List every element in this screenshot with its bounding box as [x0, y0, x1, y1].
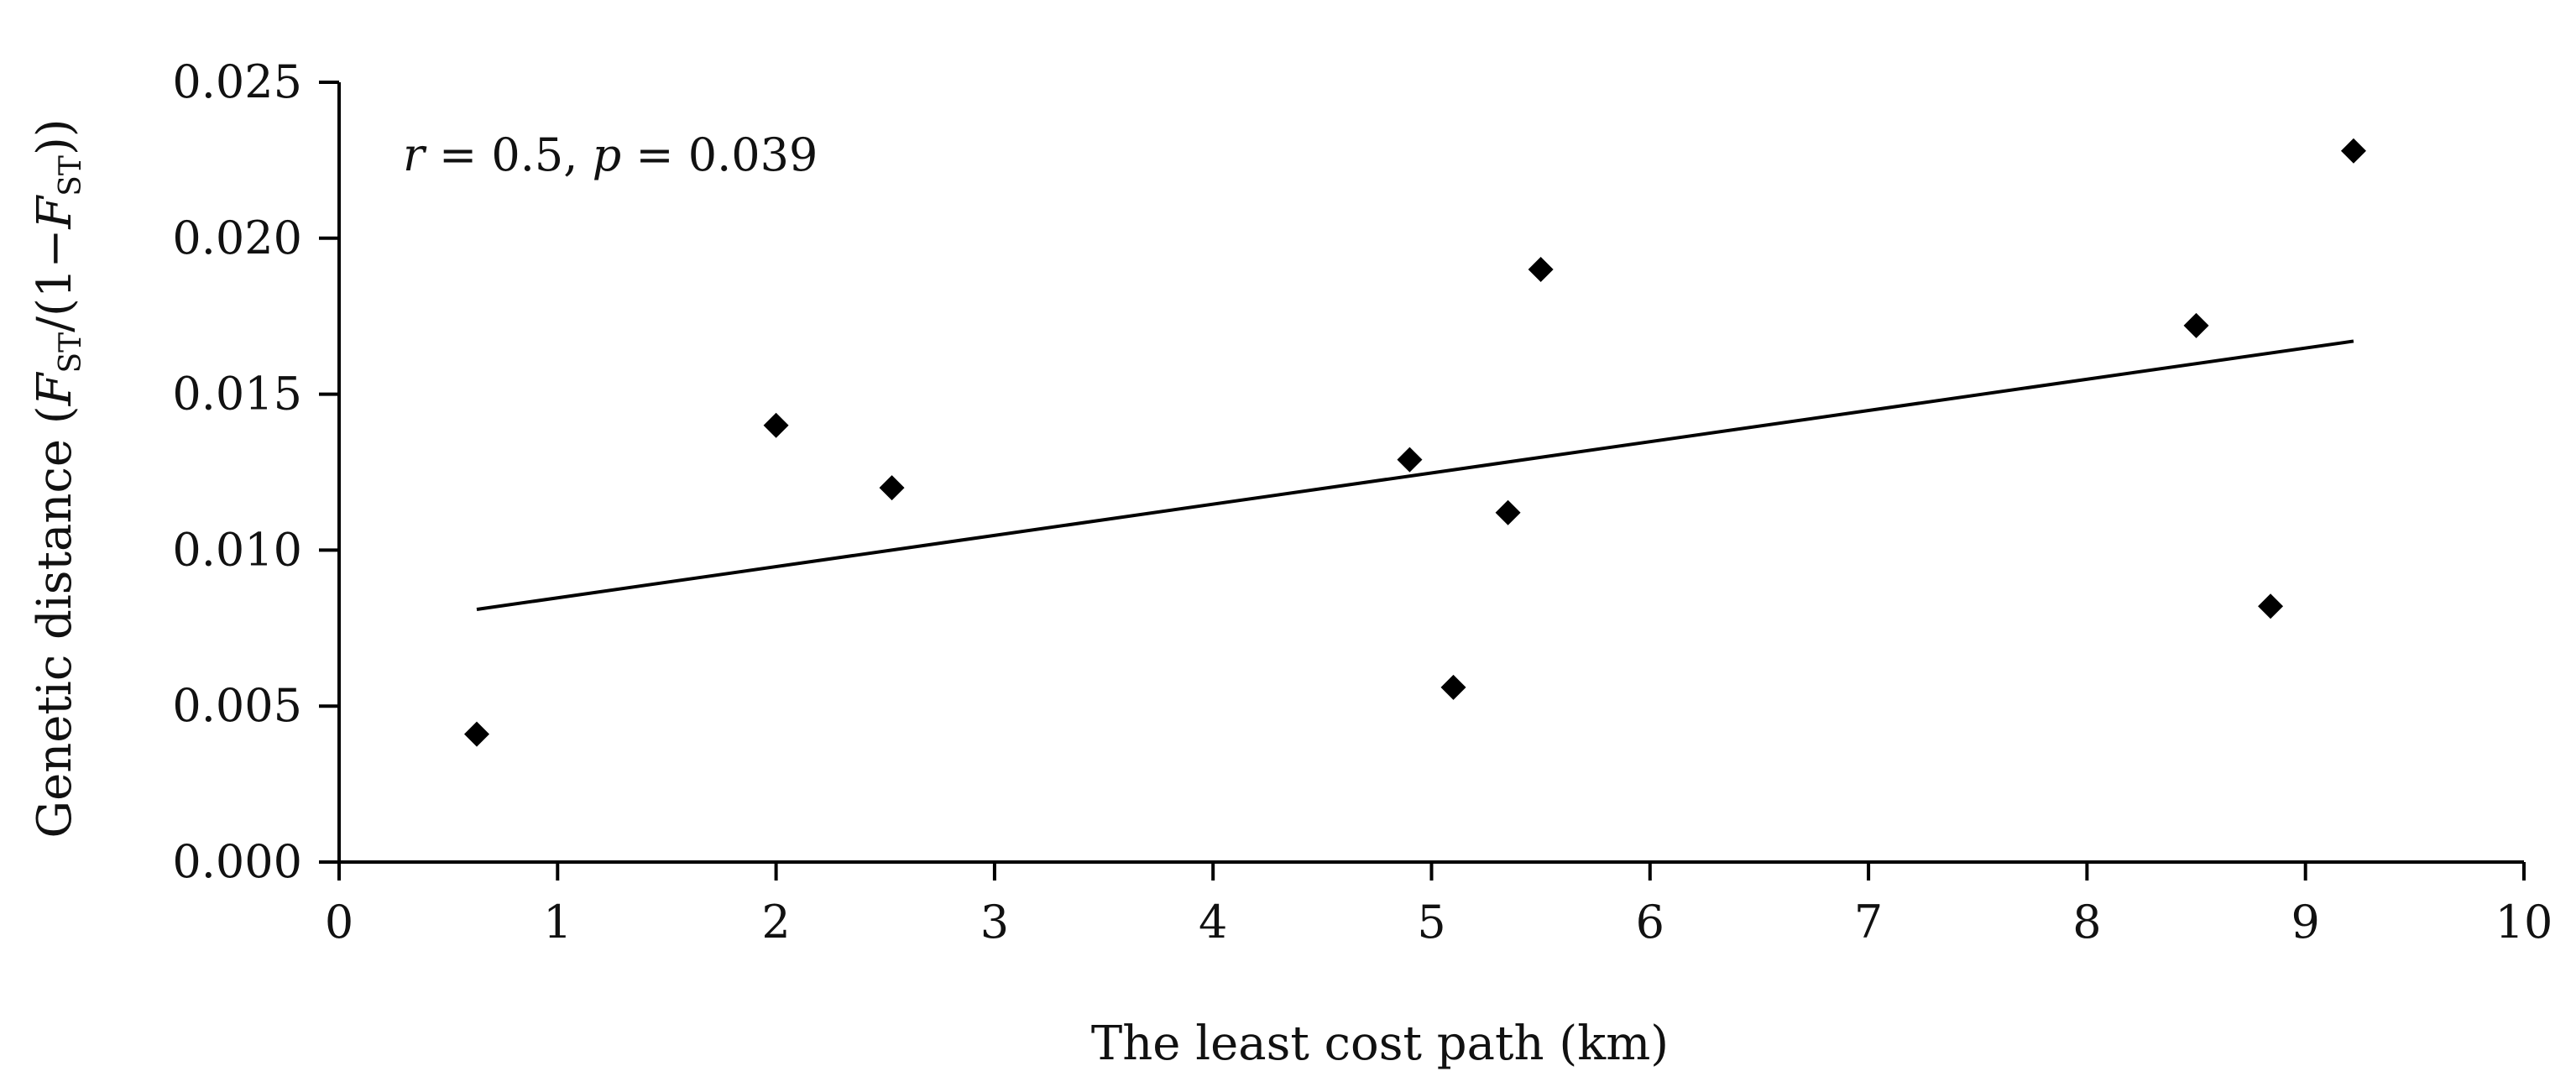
- x-tick-label: 9: [2291, 896, 2320, 949]
- x-tick-label: 3: [980, 896, 1009, 949]
- plot-marks: 0.000 0.005 0.010 0.015 0.020 0.025 0 1 2 3 4 5 6 7 8 9…: [172, 55, 2552, 949]
- x-tick-label: 5: [1417, 896, 1445, 949]
- x-tick-label: 2: [761, 896, 790, 949]
- data-point: [1440, 674, 1466, 700]
- y-tick-label: 0.025: [172, 55, 302, 108]
- y-tick-label: 0.010: [172, 523, 302, 576]
- x-axis-title: The least cost path (km): [1091, 1016, 1669, 1071]
- x-tick-label: 10: [2495, 896, 2553, 949]
- x-tick-label: 1: [543, 896, 572, 949]
- x-tick-label: 6: [1636, 896, 1664, 949]
- data-point: [1397, 447, 1423, 473]
- data-point: [2258, 593, 2284, 619]
- data-point: [1528, 256, 1554, 282]
- correlation-annotation: r = 0.5, p = 0.039: [403, 128, 818, 181]
- x-tick-label: 8: [2072, 896, 2101, 949]
- y-tick-label: 0.020: [172, 212, 302, 264]
- x-tick-label: 4: [1199, 896, 1227, 949]
- trend-line: [476, 339, 2354, 611]
- data-point: [763, 412, 789, 438]
- y-tick-label: 0.015: [172, 368, 302, 421]
- y-tick-label: 0.005: [172, 679, 302, 732]
- x-tick-label: 0: [325, 896, 353, 949]
- data-point: [1495, 499, 1521, 525]
- data-point: [879, 475, 905, 501]
- y-axis-title: Genetic distance (FST/(1−FST)): [28, 118, 88, 838]
- x-tick-label: 7: [1854, 896, 1883, 949]
- data-point: [463, 721, 489, 747]
- data-point: [2340, 138, 2366, 164]
- data-point: [2183, 312, 2209, 338]
- y-tick-label: 0.000: [172, 835, 302, 888]
